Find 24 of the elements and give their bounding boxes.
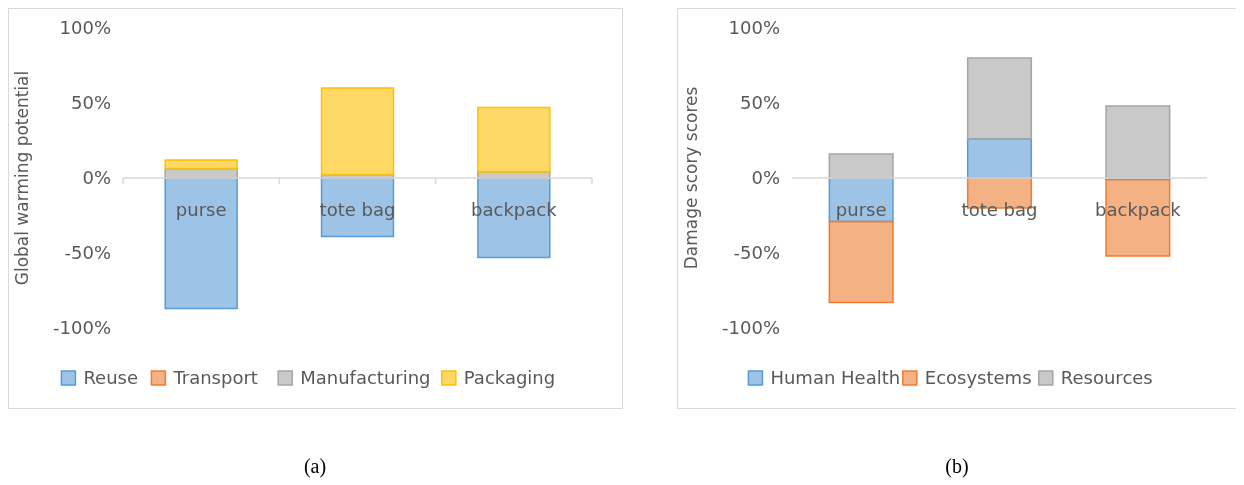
legend-label: Ecosystems [924,367,1032,389]
y-tick-label: 0% [82,167,111,189]
legend-label: Human Health [770,367,901,389]
text: (a) [303,455,327,478]
x-tick-label: purse [175,199,227,220]
y-axis-title: Damage scory scores [681,86,701,270]
y-tick-label: 50% [739,92,780,114]
legend-label: Reuse [83,367,139,389]
y-tick-label: -50% [64,242,111,264]
y-tick-label: 100% [59,17,111,39]
y-tick-label: 0% [751,167,780,189]
legend-label: Resources [1060,367,1153,389]
y-tick-label: -100% [722,317,780,339]
y-tick-label: 100% [728,17,780,39]
legend-label: Packaging [463,367,556,389]
y-tick-label: -50% [733,242,780,264]
legend-label: Manufacturing [300,367,431,389]
y-tick-label: -100% [53,317,111,339]
x-tick-label: tote bag [319,199,396,220]
y-axis-title: Global warming potential [12,70,32,286]
y-tick-label: 50% [70,92,111,114]
x-tick-label: purse [835,199,887,220]
text: (b) [945,455,969,478]
legend-label: Transport [172,367,258,389]
